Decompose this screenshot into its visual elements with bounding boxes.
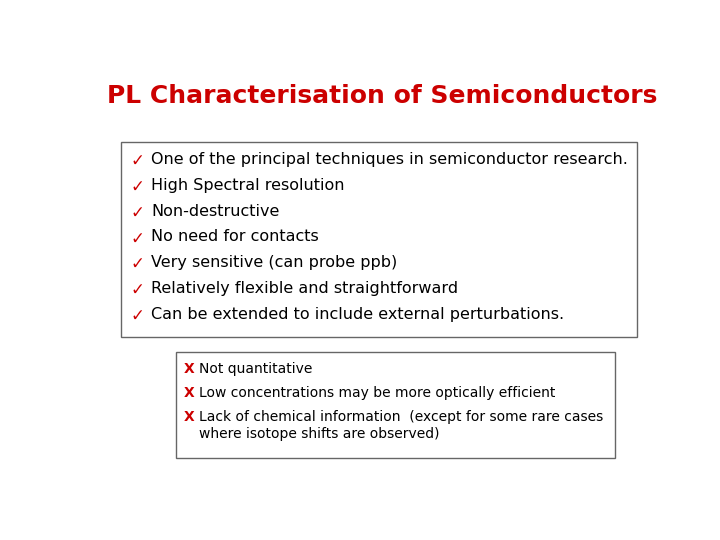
Text: Relatively flexible and straightforward: Relatively flexible and straightforward: [151, 281, 459, 296]
Text: PL Characterisation of Semiconductors: PL Characterisation of Semiconductors: [107, 84, 657, 107]
Text: No need for contacts: No need for contacts: [151, 230, 319, 245]
Text: One of the principal techniques in semiconductor research.: One of the principal techniques in semic…: [151, 152, 629, 167]
Text: ✓: ✓: [131, 230, 145, 247]
FancyBboxPatch shape: [176, 352, 615, 458]
Text: Non-destructive: Non-destructive: [151, 204, 280, 219]
Text: ✓: ✓: [131, 255, 145, 273]
Text: ✓: ✓: [131, 204, 145, 222]
Text: X: X: [184, 386, 194, 400]
Text: Lack of chemical information  (except for some rare cases
where isotope shifts a: Lack of chemical information (except for…: [199, 410, 603, 441]
Text: Not quantitative: Not quantitative: [199, 362, 312, 376]
Text: Low concentrations may be more optically efficient: Low concentrations may be more optically…: [199, 386, 555, 400]
Text: ✓: ✓: [131, 178, 145, 196]
Text: ✓: ✓: [131, 307, 145, 325]
Text: Can be extended to include external perturbations.: Can be extended to include external pert…: [151, 307, 564, 322]
FancyBboxPatch shape: [121, 141, 637, 337]
Text: X: X: [184, 362, 194, 376]
Text: ✓: ✓: [131, 281, 145, 299]
Text: Very sensitive (can probe ppb): Very sensitive (can probe ppb): [151, 255, 397, 270]
Text: X: X: [184, 410, 194, 424]
Text: ✓: ✓: [131, 152, 145, 170]
Text: High Spectral resolution: High Spectral resolution: [151, 178, 345, 193]
